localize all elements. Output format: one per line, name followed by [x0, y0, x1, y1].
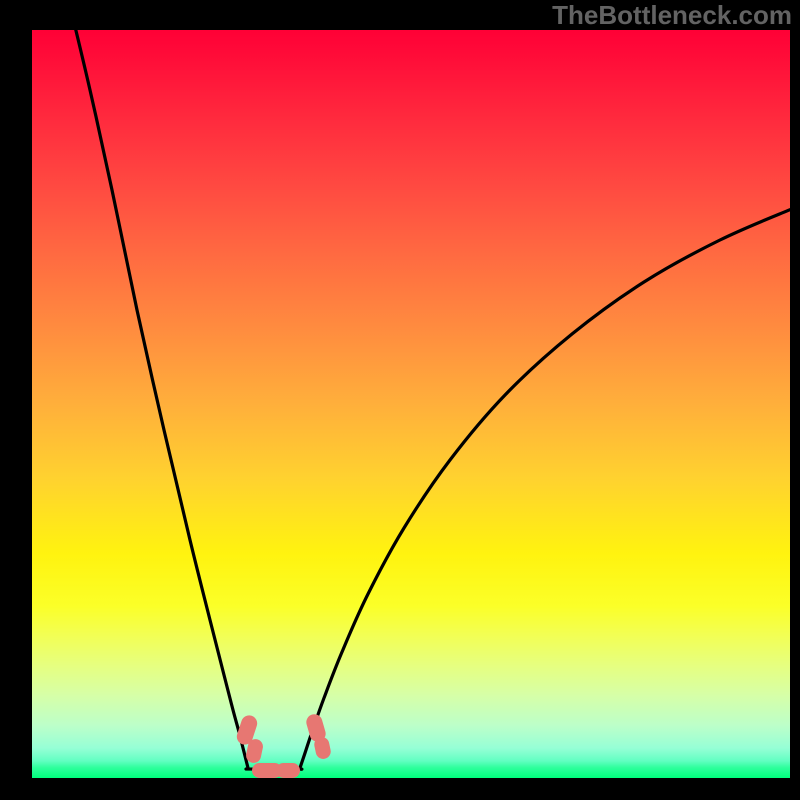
- valley-marker: [276, 763, 300, 778]
- valley-markers: [32, 30, 790, 778]
- plot-area: [32, 30, 790, 778]
- watermark-text: TheBottleneck.com: [552, 0, 792, 31]
- valley-marker: [312, 736, 331, 761]
